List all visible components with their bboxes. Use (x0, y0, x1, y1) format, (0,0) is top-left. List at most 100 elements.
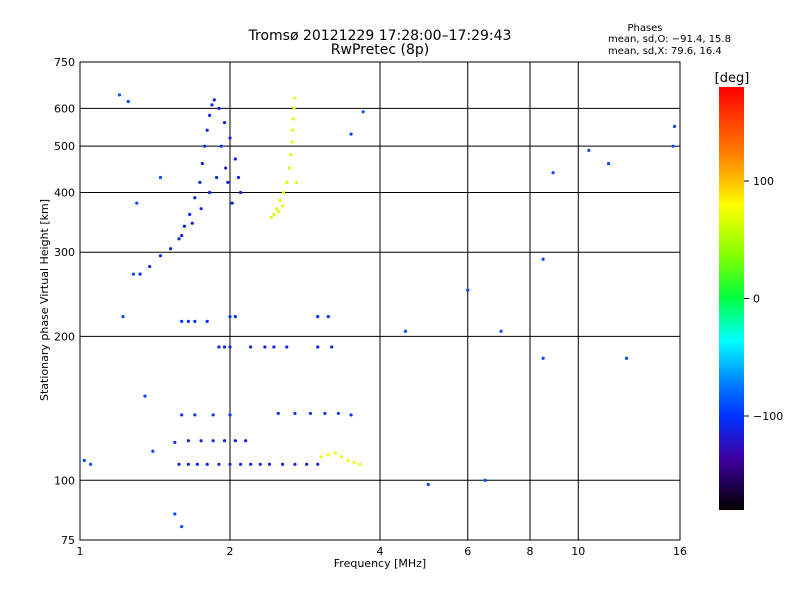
colorbar-tick-label: −100 (753, 410, 783, 423)
data-point (551, 171, 555, 175)
data-point (274, 207, 279, 211)
data-point (258, 462, 262, 466)
y-tick-label: 600 (54, 102, 75, 115)
data-point (292, 106, 296, 110)
colorbar-tick-label: 100 (753, 175, 774, 188)
data-point (222, 439, 227, 443)
data-point (323, 411, 327, 416)
data-point (352, 460, 356, 464)
y-tick-label: 200 (54, 330, 75, 343)
data-point (293, 96, 297, 100)
data-point (217, 345, 221, 349)
y-tick-label: 500 (54, 140, 75, 153)
data-point (228, 136, 232, 140)
data-point (499, 329, 503, 333)
data-point (199, 207, 203, 211)
x-tick-label: 8 (527, 545, 534, 558)
data-point (205, 319, 209, 323)
data-point (285, 180, 289, 184)
data-point (285, 345, 289, 349)
data-point (135, 201, 139, 205)
data-point (276, 209, 280, 214)
x-axis-label: Frequency [MHz] (334, 557, 426, 570)
y-tick-label: 100 (54, 474, 75, 487)
data-point (210, 103, 214, 107)
data-point (587, 148, 591, 152)
data-point (186, 462, 190, 466)
data-point (117, 93, 122, 97)
data-point (193, 319, 197, 323)
data-point (207, 190, 212, 195)
data-point (188, 212, 192, 216)
data-point (205, 462, 209, 466)
data-point (281, 190, 286, 195)
data-point (308, 411, 313, 416)
data-point (138, 272, 142, 276)
x-tick-label: 1 (77, 545, 84, 558)
data-point (236, 175, 241, 180)
data-point (211, 413, 215, 417)
data-point (195, 462, 199, 466)
data-point (280, 204, 285, 208)
y-tick-label: 750 (54, 56, 75, 69)
data-point (293, 462, 297, 466)
data-point (228, 345, 232, 349)
data-point (182, 224, 186, 228)
data-point (199, 439, 203, 443)
data-point (349, 132, 353, 136)
data-point (88, 462, 93, 466)
data-point (319, 455, 323, 459)
data-point (278, 198, 282, 203)
data-point (205, 128, 209, 132)
data-point (200, 161, 204, 166)
data-point (233, 157, 237, 161)
data-point (280, 462, 285, 466)
data-point (151, 449, 155, 453)
data-point (276, 411, 280, 416)
data-point (330, 345, 334, 349)
data-point (193, 196, 197, 200)
x-tick-label: 10 (571, 545, 585, 558)
data-point (173, 440, 177, 445)
data-point (131, 272, 136, 276)
data-point (244, 439, 248, 443)
data-point (215, 175, 219, 180)
data-point (207, 113, 212, 117)
data-point (186, 319, 190, 323)
data-point (287, 166, 291, 170)
data-point (126, 99, 130, 104)
data-point (180, 233, 184, 238)
x-tick-label: 2 (227, 545, 234, 558)
data-point (219, 144, 223, 148)
data-point (198, 180, 202, 184)
phases-heading: Phases (627, 23, 662, 34)
data-point (361, 110, 365, 114)
data-point (177, 462, 181, 466)
data-point (671, 144, 675, 148)
data-point (336, 411, 340, 416)
data-point (180, 319, 184, 323)
data-point (403, 329, 408, 333)
data-point (233, 315, 237, 319)
data-point (82, 458, 86, 463)
data-point (333, 451, 337, 455)
data-point (305, 462, 309, 466)
data-point (272, 345, 276, 349)
y-tick-label: 400 (54, 186, 75, 199)
x-tick-label: 16 (673, 545, 687, 558)
data-point (672, 124, 677, 128)
data-point (466, 288, 470, 292)
data-point (290, 140, 294, 144)
data-point (148, 264, 152, 269)
data-point (346, 458, 350, 463)
data-point (291, 117, 295, 121)
data-point (294, 180, 299, 184)
data-point (426, 482, 430, 487)
data-point (483, 478, 487, 482)
data-point (233, 439, 237, 443)
data-point (226, 180, 230, 184)
data-point (143, 394, 147, 398)
data-point (238, 190, 243, 195)
phases-x-line: mean, sd,X: 79.6, 16.4 (608, 46, 722, 57)
